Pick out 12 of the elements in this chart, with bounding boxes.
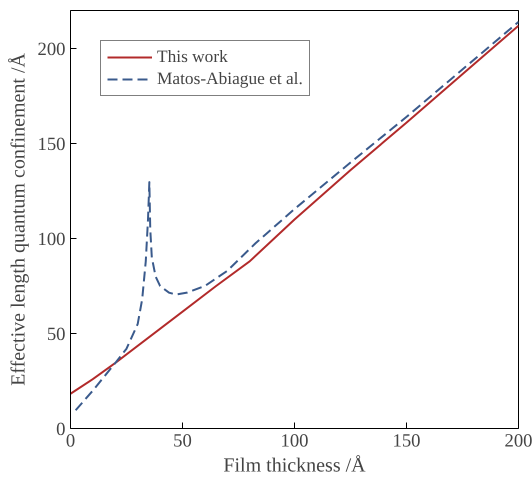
legend-label: Matos-Abiague et al. xyxy=(157,69,303,89)
y-axis-title: Effective length quantum confinement /Å xyxy=(8,52,30,386)
y-tick-label: 50 xyxy=(46,324,66,345)
y-tick-label: 200 xyxy=(38,39,66,60)
legend-label: This work xyxy=(157,47,228,67)
x-tick-label: 150 xyxy=(392,430,420,452)
x-tick-label: 100 xyxy=(280,430,308,452)
x-axis-title: Film thickness /Å xyxy=(223,454,366,476)
y-tick-label: 100 xyxy=(38,229,66,250)
x-tick-label: 200 xyxy=(504,430,532,452)
y-tick-label: 150 xyxy=(38,134,66,155)
x-tick-label: 50 xyxy=(173,430,192,452)
